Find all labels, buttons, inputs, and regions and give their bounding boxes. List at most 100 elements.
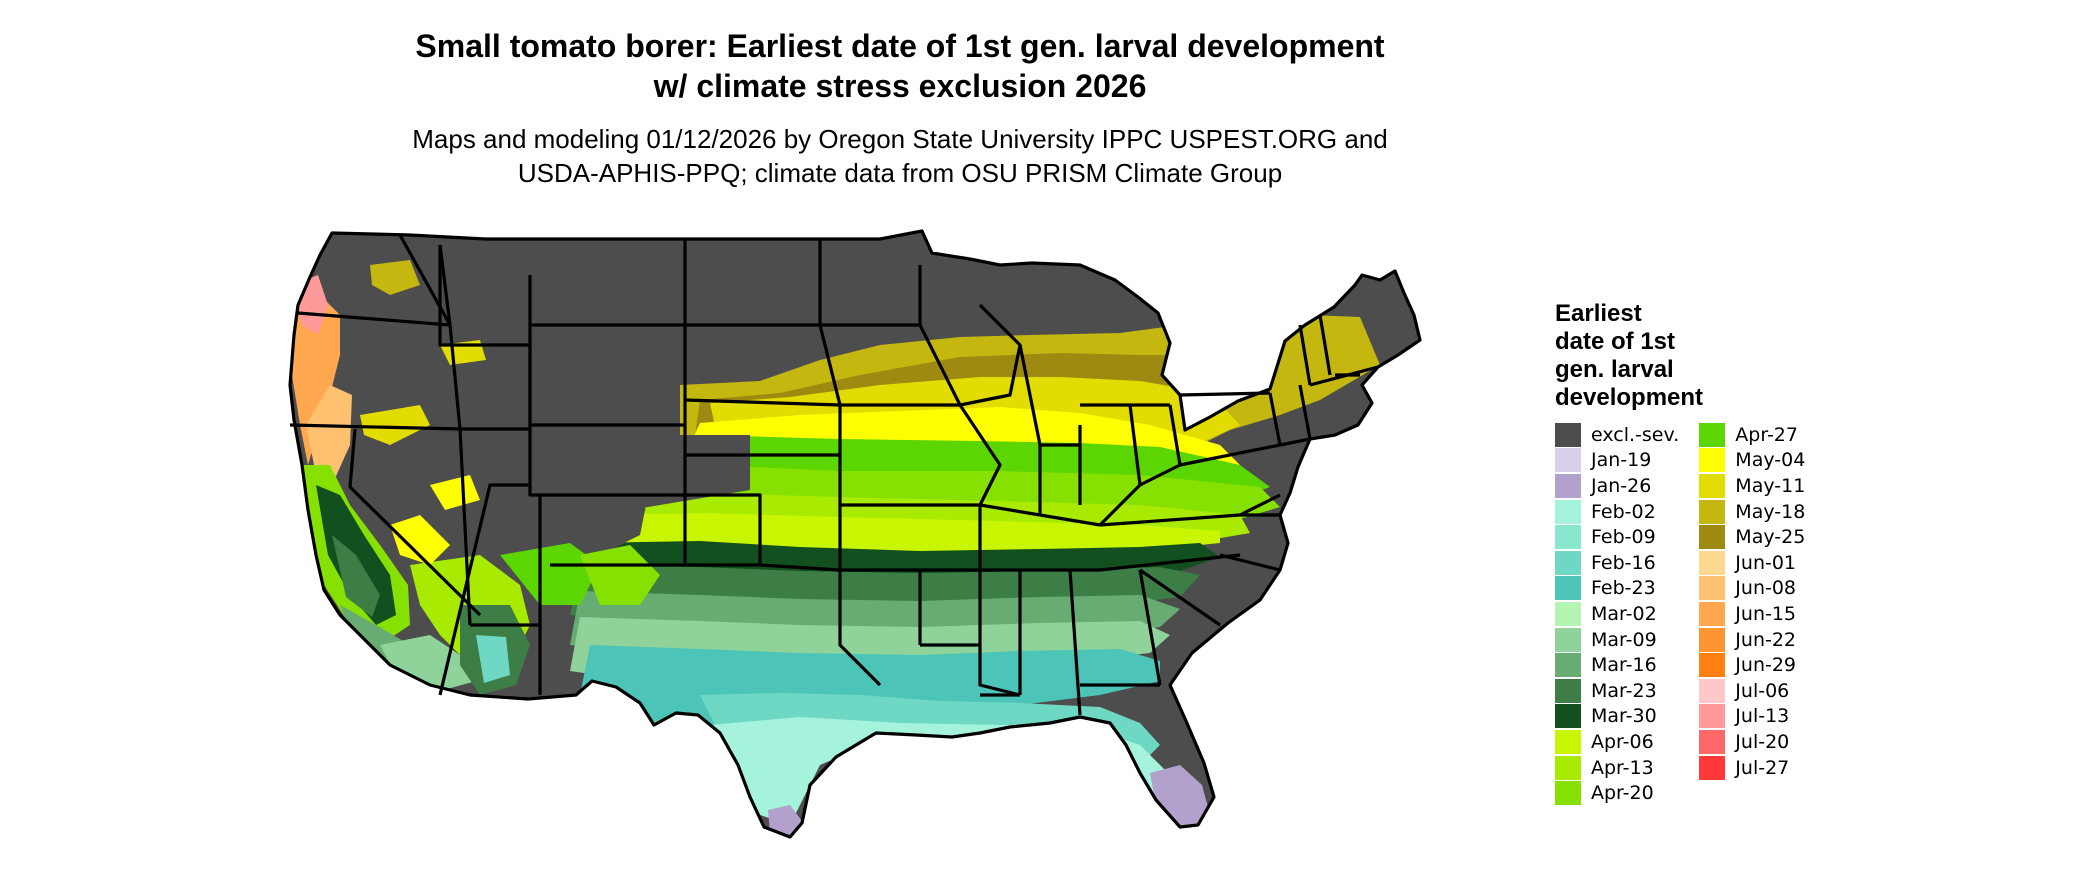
legend-item: Apr-13 bbox=[1555, 755, 1679, 781]
legend-item: Jan-19 bbox=[1555, 448, 1679, 474]
legend-item: Jul-27 bbox=[1699, 755, 1805, 781]
legend-item: Feb-09 bbox=[1555, 524, 1679, 550]
legend-title-line: date of 1st bbox=[1555, 328, 1676, 355]
legend-label: Jul-27 bbox=[1735, 756, 1790, 779]
legend-swatch bbox=[1555, 678, 1581, 703]
legend-label: Jan-19 bbox=[1591, 449, 1652, 472]
legend-swatch bbox=[1699, 422, 1726, 447]
legend-item: Jul-13 bbox=[1699, 704, 1805, 730]
us-map bbox=[288, 229, 1422, 839]
legend-swatch bbox=[1555, 601, 1581, 626]
legend-swatch bbox=[1555, 576, 1581, 601]
legend: Earliest date of 1st gen. larval develop… bbox=[1555, 300, 1805, 806]
legend-swatch bbox=[1555, 653, 1581, 678]
legend-swatch bbox=[1555, 781, 1581, 806]
legend-item: Mar-02 bbox=[1555, 601, 1679, 627]
map-subtitle-line-2: USDA-APHIS-PPQ; climate data from OSU PR… bbox=[517, 158, 1283, 188]
legend-item: Feb-02 bbox=[1555, 499, 1679, 525]
legend-title: Earliest date of 1st gen. larval develop… bbox=[1555, 300, 1805, 412]
legend-item: Jun-15 bbox=[1699, 601, 1805, 627]
legend-swatch bbox=[1699, 704, 1726, 729]
legend-item: May-18 bbox=[1699, 499, 1805, 525]
legend-label: May-04 bbox=[1735, 449, 1806, 472]
legend-label: Mar-09 bbox=[1591, 628, 1657, 651]
legend-swatch bbox=[1555, 729, 1581, 754]
legend-swatch bbox=[1699, 601, 1726, 626]
legend-title-line: development bbox=[1555, 384, 1704, 411]
legend-swatch bbox=[1555, 448, 1581, 473]
legend-label: Jul-13 bbox=[1735, 705, 1790, 728]
legend-label: Jun-22 bbox=[1735, 628, 1797, 651]
legend-label: Apr-27 bbox=[1735, 423, 1798, 446]
legend-label: May-18 bbox=[1735, 500, 1806, 523]
legend-item: Feb-16 bbox=[1555, 550, 1679, 576]
legend-label: Jun-08 bbox=[1735, 577, 1797, 600]
legend-swatch bbox=[1555, 704, 1581, 729]
legend-label: Apr-20 bbox=[1591, 782, 1654, 805]
legend-swatch bbox=[1699, 576, 1726, 601]
legend-label: excl.-sev. bbox=[1591, 423, 1680, 446]
legend-label: Apr-13 bbox=[1591, 756, 1654, 779]
legend-item: May-04 bbox=[1699, 448, 1805, 474]
legend-label: Feb-23 bbox=[1591, 577, 1656, 600]
legend-swatch bbox=[1555, 755, 1581, 780]
legend-swatch bbox=[1699, 627, 1726, 652]
legend-swatch bbox=[1699, 755, 1726, 780]
legend-item: Mar-09 bbox=[1555, 627, 1679, 653]
legend-item: Mar-16 bbox=[1555, 652, 1679, 678]
legend-item: Feb-23 bbox=[1555, 576, 1679, 602]
legend-swatch bbox=[1699, 499, 1726, 524]
legend-swatch bbox=[1699, 678, 1726, 703]
legend-item: Mar-23 bbox=[1555, 678, 1679, 704]
legend-swatch bbox=[1555, 550, 1581, 575]
legend-column-2: Apr-27 May-04 May-11 May-18 May-25 Jun-01 Jun-… bbox=[1699, 422, 1805, 806]
legend-swatch bbox=[1699, 653, 1726, 678]
legend-swatch bbox=[1699, 448, 1726, 473]
legend-swatch bbox=[1555, 473, 1581, 498]
legend-label: Jul-20 bbox=[1735, 730, 1790, 753]
map-title: Small tomato borer: Earliest date of 1st… bbox=[0, 26, 1800, 106]
legend-label: Mar-23 bbox=[1591, 679, 1657, 702]
legend-item: Jun-01 bbox=[1699, 550, 1805, 576]
legend-item: Apr-27 bbox=[1699, 422, 1805, 448]
legend-label: Jun-15 bbox=[1735, 602, 1797, 625]
legend-label: Feb-09 bbox=[1591, 526, 1656, 549]
map-subtitle-line-1: Maps and modeling 01/12/2026 by Oregon S… bbox=[412, 124, 1388, 154]
legend-title-line: Earliest bbox=[1555, 300, 1642, 327]
legend-label: Jun-29 bbox=[1735, 654, 1797, 677]
legend-label: Feb-16 bbox=[1591, 551, 1656, 574]
legend-label: Mar-30 bbox=[1591, 705, 1657, 728]
map-title-line-1: Small tomato borer: Earliest date of 1st… bbox=[415, 28, 1385, 64]
legend-item: Apr-06 bbox=[1555, 729, 1679, 755]
legend-item: Jul-06 bbox=[1699, 678, 1805, 704]
legend-label: May-25 bbox=[1735, 526, 1806, 549]
legend-swatch bbox=[1699, 473, 1726, 498]
map-title-line-2: w/ climate stress exclusion 2026 bbox=[653, 68, 1147, 104]
legend-swatch bbox=[1699, 550, 1726, 575]
legend-swatch bbox=[1699, 525, 1726, 550]
legend-label: May-11 bbox=[1735, 474, 1806, 497]
legend-label: Feb-02 bbox=[1591, 500, 1656, 523]
legend-label: Mar-02 bbox=[1591, 602, 1657, 625]
legend-item: Apr-20 bbox=[1555, 780, 1679, 806]
legend-swatch bbox=[1555, 627, 1581, 652]
legend-label: Jul-06 bbox=[1735, 679, 1790, 702]
legend-label: Jan-26 bbox=[1591, 474, 1652, 497]
legend-item: Jul-20 bbox=[1699, 729, 1805, 755]
legend-title-line: gen. larval bbox=[1555, 356, 1674, 383]
legend-label: Apr-06 bbox=[1591, 730, 1654, 753]
legend-column-1: excl.-sev. Jan-19 Jan-26 Feb-02 Feb-09 Feb-16… bbox=[1555, 422, 1679, 806]
legend-item: Jun-22 bbox=[1699, 627, 1805, 653]
legend-swatch bbox=[1699, 729, 1726, 754]
legend-item: May-11 bbox=[1699, 473, 1805, 499]
legend-label: Mar-16 bbox=[1591, 654, 1657, 677]
legend-item: excl.-sev. bbox=[1555, 422, 1679, 448]
legend-swatch bbox=[1555, 499, 1581, 524]
legend-item: Jun-29 bbox=[1699, 652, 1805, 678]
legend-item: Mar-30 bbox=[1555, 704, 1679, 730]
legend-item: Jan-26 bbox=[1555, 473, 1679, 499]
legend-swatch bbox=[1555, 422, 1581, 447]
map-subtitle: Maps and modeling 01/12/2026 by Oregon S… bbox=[0, 122, 1800, 190]
legend-item: Jun-08 bbox=[1699, 576, 1805, 602]
legend-swatch bbox=[1555, 525, 1581, 550]
